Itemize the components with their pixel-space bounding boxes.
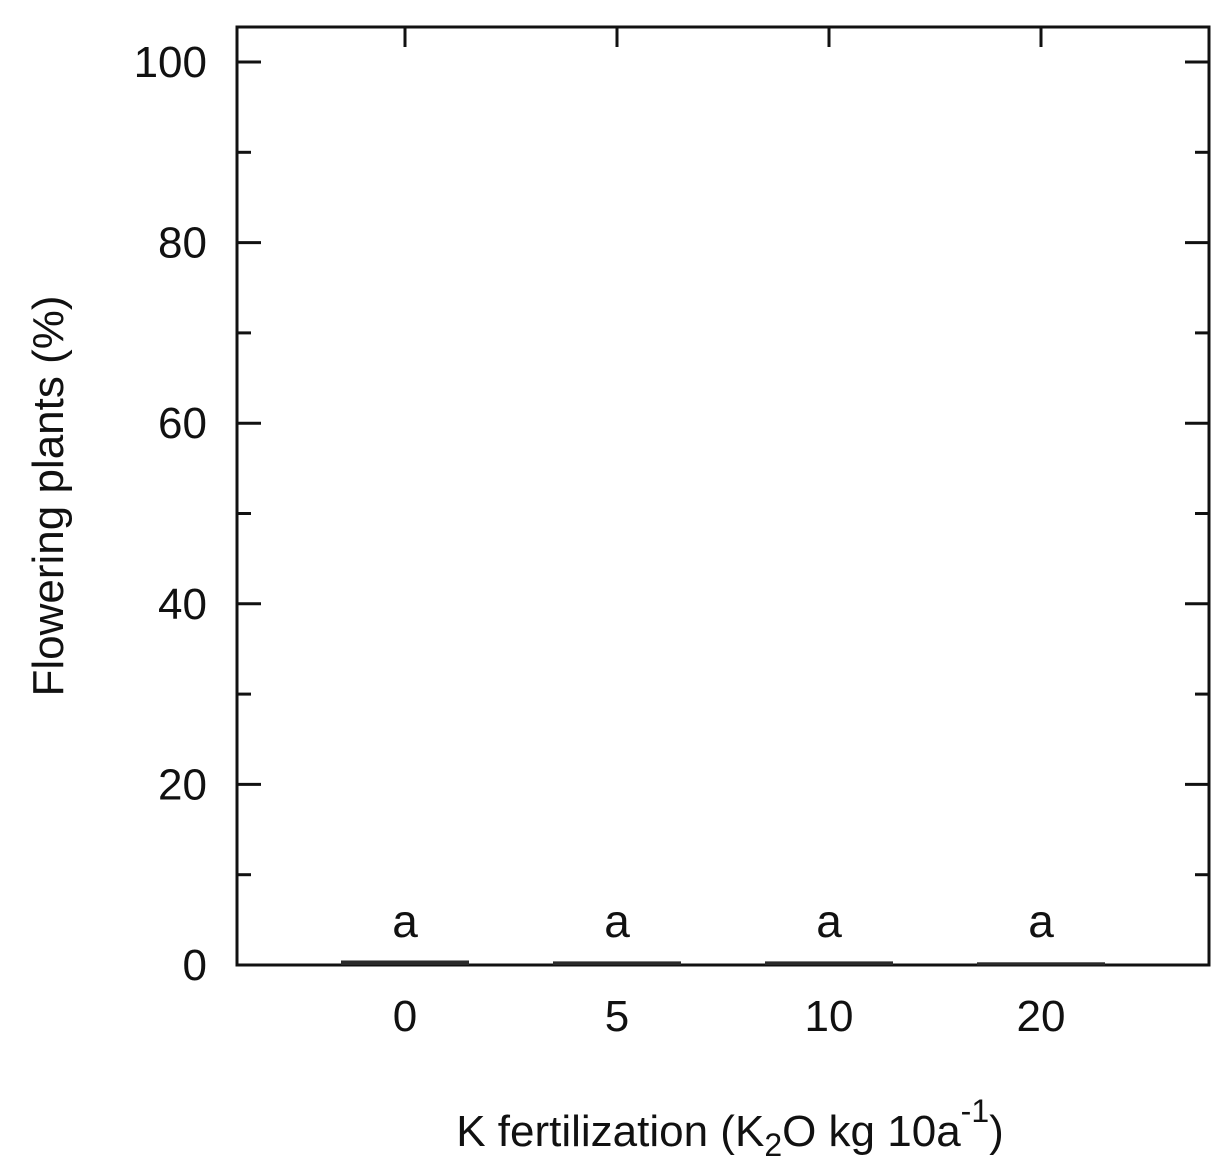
x-tick-label: 5 xyxy=(605,992,629,1041)
x-axis-label-mid: O kg 10a xyxy=(782,1107,961,1156)
y-tick-label: 80 xyxy=(158,219,207,268)
bar-significance-label: a xyxy=(1028,895,1054,947)
y-axis: 0 20 40 60 80 100 xyxy=(134,38,1209,990)
y-tick-label: 100 xyxy=(134,38,207,87)
y-tick-label: 0 xyxy=(183,941,207,990)
bar-significance-label: a xyxy=(816,895,842,947)
x-axis-label-post: ) xyxy=(989,1107,1004,1156)
bar-significance-label: a xyxy=(604,895,630,947)
plot-frame xyxy=(235,25,1211,967)
x-tick-label: 0 xyxy=(393,992,417,1041)
bar xyxy=(341,960,469,965)
bar xyxy=(553,961,681,965)
bar xyxy=(977,962,1105,966)
x-tick-label: 10 xyxy=(805,992,854,1041)
bar-significance-label: a xyxy=(392,895,418,947)
x-axis-label: K fertilization (K2O kg 10a-1) xyxy=(456,1093,1004,1157)
bar xyxy=(765,961,893,965)
x-axis-label-pre: K fertilization (K xyxy=(456,1107,764,1156)
y-tick-label: 60 xyxy=(158,399,207,448)
y-axis-label: Flowering plants (%) xyxy=(24,295,73,696)
x-axis: 0 5 10 20 xyxy=(393,27,1066,1041)
x-axis-label-sub: 2 xyxy=(764,1127,782,1157)
x-tick-label: 20 xyxy=(1017,992,1066,1041)
y-tick-label: 40 xyxy=(158,580,207,629)
x-axis-label-sup: -1 xyxy=(961,1093,989,1129)
y-tick-label: 20 xyxy=(158,760,207,809)
